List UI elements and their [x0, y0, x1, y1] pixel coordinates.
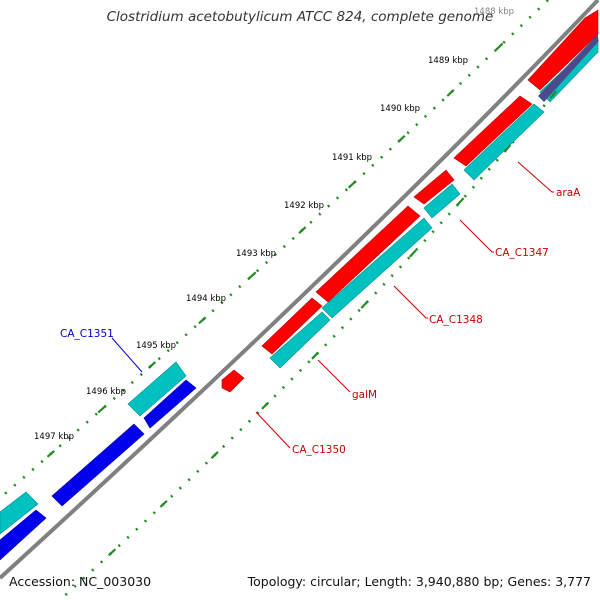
leader-CA_C1351 — [111, 337, 143, 373]
cds-CA_C1351[interactable] — [127, 361, 187, 417]
outer-major-tick — [147, 361, 157, 369]
outer-major-tick — [248, 271, 257, 280]
genome-summary-text: Topology: circular; Length: 3,940,880 bp… — [247, 574, 591, 589]
reverse-gene-track — [0, 379, 197, 561]
gene-reverse-middle[interactable] — [51, 423, 145, 507]
scale-tick-labels: 1488 kbp 1489 kbp 1490 kbp 1491 kbp 1492… — [34, 7, 514, 442]
label-CA_C1348[interactable]: CA_C1348 — [429, 314, 483, 326]
inner-major-tick — [360, 300, 369, 309]
outer-major-tick — [97, 405, 106, 414]
inner-major-tick — [456, 197, 465, 206]
leader-CA_C1347 — [459, 219, 494, 253]
major-tick-marks — [46, 42, 557, 557]
gene-CA_C1347-upper[interactable] — [453, 95, 533, 167]
inner-major-tick — [210, 451, 219, 459]
inner-major-tick — [311, 351, 320, 360]
inner-major-tick — [261, 401, 270, 410]
tick-label-1494: 1494 kbp — [186, 294, 226, 304]
gene-CA_C1350[interactable] — [221, 369, 245, 393]
slate-strip — [538, 34, 598, 102]
genome-backbone — [0, 0, 600, 580]
gene-araA[interactable] — [527, 9, 599, 91]
cds-CA_C1347-upper[interactable] — [463, 103, 545, 181]
label-CA_C1351[interactable]: CA_C1351 — [60, 328, 114, 340]
label-araA[interactable]: araA — [556, 187, 581, 199]
cds-lower-left[interactable] — [0, 491, 39, 535]
leader-CA_C1348 — [393, 285, 428, 319]
leader-araA — [517, 161, 554, 193]
outer-major-tick — [446, 89, 455, 97]
label-CA_C1350[interactable]: CA_C1350 — [292, 444, 346, 456]
label-galM[interactable]: galM — [352, 389, 377, 401]
label-CA_C1347[interactable]: CA_C1347 — [495, 247, 549, 259]
inner-major-tick — [549, 90, 557, 99]
outer-major-tick — [46, 450, 55, 458]
tick-label-1491: 1491 kbp — [332, 153, 372, 163]
gene-galM[interactable] — [261, 297, 323, 355]
gene-CA_C1348[interactable] — [315, 205, 421, 303]
cds-CA_C1347[interactable] — [423, 183, 461, 219]
outer-major-tick — [198, 316, 207, 325]
reverse-cds-track — [0, 361, 187, 535]
inner-major-tick — [159, 500, 168, 508]
tick-label-1495: 1495 kbp — [136, 341, 176, 351]
tick-label-1493: 1493 kbp — [236, 249, 276, 259]
tick-label-1489: 1489 kbp — [428, 56, 468, 66]
outer-major-tick — [298, 226, 307, 234]
tick-label-1490: 1490 kbp — [380, 104, 420, 114]
outer-major-tick — [495, 42, 504, 51]
tick-label-1492: 1492 kbp — [284, 201, 324, 211]
inner-major-tick — [503, 144, 512, 153]
inner-major-tick — [409, 249, 417, 258]
label-leader-lines — [111, 161, 554, 449]
gene-CA_C1351[interactable] — [143, 379, 197, 429]
cds-galM[interactable] — [269, 311, 331, 369]
leader-galM — [317, 359, 351, 393]
outer-tick-ring — [0, 0, 549, 499]
feature-labels: araA CA_C1347 CA_C1348 galM CA_C1350 CA_… — [60, 187, 581, 456]
tick-label-1488: 1488 kbp — [474, 7, 514, 17]
tick-label-1496: 1496 kbp — [86, 387, 126, 397]
outer-major-tick — [397, 135, 406, 143]
map-title: Clostridium acetobutylicum ATCC 824, com… — [106, 9, 494, 25]
gene-CA_C1347[interactable] — [413, 169, 455, 205]
leader-CA_C1350 — [255, 411, 291, 449]
cds-CA_C1348[interactable] — [321, 217, 433, 319]
forward-gene-track — [221, 9, 599, 393]
accession-text: Accession: NC_003030 — [9, 574, 152, 589]
gene-reverse-lower[interactable] — [0, 509, 47, 561]
outer-major-tick — [347, 180, 357, 189]
tick-label-1497: 1497 kbp — [34, 432, 74, 442]
inner-major-tick — [108, 548, 117, 557]
